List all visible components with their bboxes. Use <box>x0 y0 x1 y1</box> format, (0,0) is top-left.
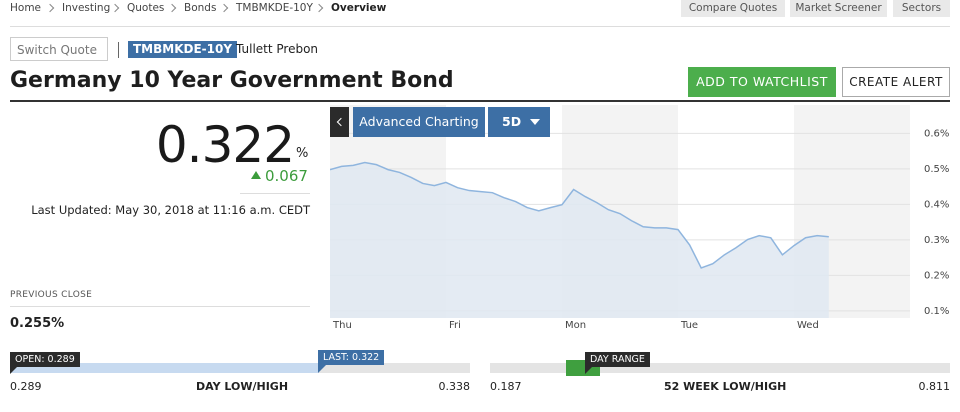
area <box>330 162 829 318</box>
open-tag: OPEN: 0.289 <box>10 352 80 367</box>
range-track <box>490 363 950 373</box>
page-title: Germany 10 Year Government Bond <box>10 68 454 93</box>
symbol-badge: TMBMKDE-10Y <box>128 41 238 58</box>
breadcrumb-link[interactable]: Investing <box>62 2 111 14</box>
chevron <box>45 3 55 13</box>
day-high: 0.338 <box>438 380 471 393</box>
divider <box>240 193 310 194</box>
x-tick-label: Fri <box>449 320 461 331</box>
y-tick-label: 0.1% <box>924 306 949 317</box>
day-range-label: DAY LOW/HIGH <box>196 380 289 393</box>
breadcrumb-link[interactable]: Bonds <box>184 2 217 14</box>
x-tick-label: Thu <box>332 320 352 331</box>
create-alert-button[interactable]: CREATE ALERT <box>842 67 950 97</box>
price-change: 0.067 <box>265 167 308 185</box>
top-button[interactable]: Compare Quotes <box>681 0 785 17</box>
dropdown-arrow <box>530 119 540 125</box>
y-tick-label: 0.4% <box>924 199 949 210</box>
range-fill <box>10 363 318 373</box>
y-tick-label: 0.2% <box>924 270 949 281</box>
week52-low: 0.187 <box>490 380 522 393</box>
range-dropdown[interactable]: 5D <box>488 107 550 137</box>
x-tick-label: Mon <box>565 320 586 331</box>
tag-pointer <box>585 366 593 374</box>
chevron <box>314 3 324 13</box>
y-tick-label: 0.5% <box>924 164 949 175</box>
divider <box>10 100 950 102</box>
chevron <box>219 3 229 13</box>
separator <box>118 42 119 58</box>
range-label: 5D <box>502 114 522 129</box>
breadcrumb-link[interactable]: Home <box>10 2 42 14</box>
up-arrow <box>251 171 261 179</box>
divider <box>10 306 310 307</box>
x-tick-label: Tue <box>680 320 698 331</box>
y-tick-label: 0.6% <box>924 128 949 139</box>
chevron <box>110 3 120 13</box>
week52-high: 0.811 <box>918 380 951 393</box>
line <box>330 161 829 269</box>
last-price: 0.322 <box>155 116 295 174</box>
source: Tullett Prebon <box>236 42 319 56</box>
switch-quote-input[interactable]: Switch Quote <box>10 37 108 61</box>
breadcrumb-link[interactable]: TMBMKDE-10Y <box>236 2 313 14</box>
breadcrumb-current: Overview <box>331 2 387 14</box>
top-button[interactable]: Market Screener <box>790 0 887 17</box>
y-tick-label: 0.3% <box>924 235 949 246</box>
x-tick-label: Wed <box>797 320 819 331</box>
day-range-tag: DAY RANGE <box>585 352 650 367</box>
advanced-charting-button[interactable]: Advanced Charting <box>353 107 485 137</box>
day-low: 0.289 <box>10 380 42 393</box>
previous-close-label: PREVIOUS CLOSE <box>10 290 93 300</box>
price-unit: % <box>296 146 309 161</box>
chart-back-button[interactable] <box>330 107 349 137</box>
previous-close-value: 0.255% <box>10 316 65 331</box>
divider <box>10 26 950 27</box>
chevron <box>167 3 177 13</box>
last-updated: Last Updated: May 30, 2018 at 11:16 a.m.… <box>31 203 310 217</box>
chart: 0.1% 0.2% 0.3% 0.4% 0.5% 0.6% Thu Fri Mon Tue Wed <box>330 105 949 331</box>
tag-pointer <box>10 366 18 374</box>
add-watchlist-button[interactable]: ADD TO WATCHLIST <box>688 67 836 97</box>
breadcrumb-link[interactable]: Quotes <box>127 2 165 14</box>
top-button[interactable]: Sectors <box>893 0 950 17</box>
last-tag: LAST: 0.322 <box>318 350 385 365</box>
week52-label: 52 WEEK LOW/HIGH <box>664 380 787 393</box>
tag-pointer <box>318 365 326 373</box>
